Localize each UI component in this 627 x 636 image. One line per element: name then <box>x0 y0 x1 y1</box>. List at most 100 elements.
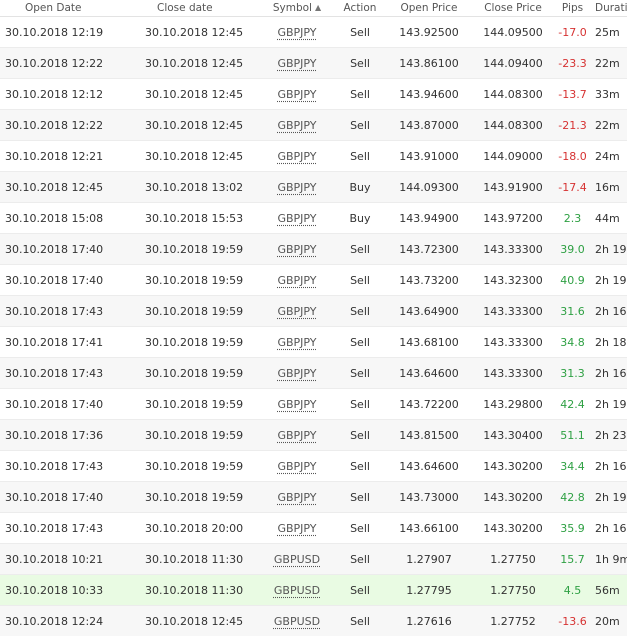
col-header-action[interactable]: Action <box>338 0 382 17</box>
action-cell: Sell <box>338 327 382 358</box>
open-price-cell: 143.72200 <box>382 389 476 420</box>
col-header-duration[interactable]: Duration <box>595 0 627 17</box>
action-cell: Sell <box>338 358 382 389</box>
duration-cell: 2h 19m <box>595 482 627 513</box>
col-header-close-price[interactable]: Close Price <box>476 0 550 17</box>
action-cell: Sell <box>338 451 382 482</box>
duration-cell: 44m <box>595 203 627 234</box>
symbol-link[interactable]: GBPJPY <box>277 367 316 380</box>
symbol-link[interactable]: GBPJPY <box>277 212 316 225</box>
symbol-cell: GBPUSD <box>256 606 338 636</box>
open-date-cell: 30.10.2018 17:40 <box>0 389 136 420</box>
close-date-cell: 30.10.2018 19:59 <box>136 358 256 389</box>
symbol-link[interactable]: GBPJPY <box>277 181 316 194</box>
close-price-cell: 1.27750 <box>476 575 550 606</box>
symbol-cell: GBPJPY <box>256 420 338 451</box>
symbol-cell: GBPJPY <box>256 141 338 172</box>
symbol-link[interactable]: GBPUSD <box>274 553 320 566</box>
open-date-cell: 30.10.2018 17:43 <box>0 296 136 327</box>
open-date-cell: 30.10.2018 17:43 <box>0 513 136 544</box>
symbol-link[interactable]: GBPJPY <box>277 57 316 70</box>
symbol-link[interactable]: GBPUSD <box>274 615 320 628</box>
close-date-cell: 30.10.2018 19:59 <box>136 234 256 265</box>
action-cell: Sell <box>338 606 382 636</box>
action-cell: Sell <box>338 265 382 296</box>
close-price-cell: 143.33300 <box>476 296 550 327</box>
pips-cell: -23.3 <box>550 48 595 79</box>
symbol-link[interactable]: GBPJPY <box>277 26 316 39</box>
close-date-cell: 30.10.2018 19:59 <box>136 265 256 296</box>
symbol-link[interactable]: GBPJPY <box>277 522 316 535</box>
symbol-cell: GBPJPY <box>256 513 338 544</box>
close-date-cell: 30.10.2018 19:59 <box>136 389 256 420</box>
symbol-link[interactable]: GBPJPY <box>277 336 316 349</box>
symbol-link[interactable]: GBPJPY <box>277 305 316 318</box>
symbol-link[interactable]: GBPUSD <box>274 584 320 597</box>
duration-cell: 2h 19m <box>595 265 627 296</box>
symbol-link[interactable]: GBPJPY <box>277 491 316 504</box>
open-price-cell: 143.87000 <box>382 110 476 141</box>
duration-cell: 1h 9m <box>595 544 627 575</box>
col-header-open-date[interactable]: Open Date <box>0 0 136 17</box>
action-cell: Sell <box>338 482 382 513</box>
close-date-cell: 30.10.2018 19:59 <box>136 296 256 327</box>
action-cell: Sell <box>338 513 382 544</box>
symbol-link[interactable]: GBPJPY <box>277 274 316 287</box>
open-date-cell: 30.10.2018 17:41 <box>0 327 136 358</box>
col-header-open-price[interactable]: Open Price <box>382 0 476 17</box>
pips-cell: -17.4 <box>550 172 595 203</box>
open-price-cell: 143.91000 <box>382 141 476 172</box>
close-date-cell: 30.10.2018 12:45 <box>136 79 256 110</box>
close-price-cell: 1.27750 <box>476 544 550 575</box>
pips-cell: 42.8 <box>550 482 595 513</box>
action-cell: Sell <box>338 48 382 79</box>
action-cell: Sell <box>338 110 382 141</box>
col-header-symbol[interactable]: Symbol▲ <box>256 0 338 17</box>
open-date-cell: 30.10.2018 12:22 <box>0 110 136 141</box>
symbol-cell: GBPUSD <box>256 544 338 575</box>
symbol-link[interactable]: GBPJPY <box>277 150 316 163</box>
symbol-link[interactable]: GBPJPY <box>277 398 316 411</box>
open-price-cell: 143.64900 <box>382 296 476 327</box>
pips-cell: 51.1 <box>550 420 595 451</box>
symbol-cell: GBPJPY <box>256 234 338 265</box>
duration-cell: 20m <box>595 606 627 636</box>
symbol-link[interactable]: GBPJPY <box>277 429 316 442</box>
duration-cell: 2h 16m <box>595 296 627 327</box>
open-price-cell: 143.94600 <box>382 79 476 110</box>
close-date-cell: 30.10.2018 19:59 <box>136 327 256 358</box>
close-price-cell: 144.08300 <box>476 110 550 141</box>
open-date-cell: 30.10.2018 17:40 <box>0 482 136 513</box>
open-date-cell: 30.10.2018 17:43 <box>0 451 136 482</box>
duration-cell: 56m <box>595 575 627 606</box>
pips-cell: 42.4 <box>550 389 595 420</box>
symbol-link[interactable]: GBPJPY <box>277 460 316 473</box>
open-date-cell: 30.10.2018 12:12 <box>0 79 136 110</box>
close-price-cell: 144.09000 <box>476 141 550 172</box>
open-date-cell: 30.10.2018 10:21 <box>0 544 136 575</box>
close-date-cell: 30.10.2018 12:45 <box>136 606 256 636</box>
close-date-cell: 30.10.2018 20:00 <box>136 513 256 544</box>
symbol-link[interactable]: GBPJPY <box>277 88 316 101</box>
duration-cell: 2h 23m <box>595 420 627 451</box>
symbol-link[interactable]: GBPJPY <box>277 119 316 132</box>
open-date-cell: 30.10.2018 12:45 <box>0 172 136 203</box>
action-cell: Sell <box>338 575 382 606</box>
duration-cell: 33m <box>595 79 627 110</box>
close-price-cell: 143.30200 <box>476 513 550 544</box>
col-header-close-date[interactable]: Close date <box>136 0 256 17</box>
close-price-cell: 143.33300 <box>476 327 550 358</box>
open-price-cell: 143.66100 <box>382 513 476 544</box>
open-date-cell: 30.10.2018 17:40 <box>0 265 136 296</box>
open-price-cell: 1.27616 <box>382 606 476 636</box>
col-header-pips[interactable]: Pips <box>550 0 595 17</box>
symbol-link[interactable]: GBPJPY <box>277 243 316 256</box>
close-price-cell: 143.33300 <box>476 234 550 265</box>
open-price-cell: 144.09300 <box>382 172 476 203</box>
